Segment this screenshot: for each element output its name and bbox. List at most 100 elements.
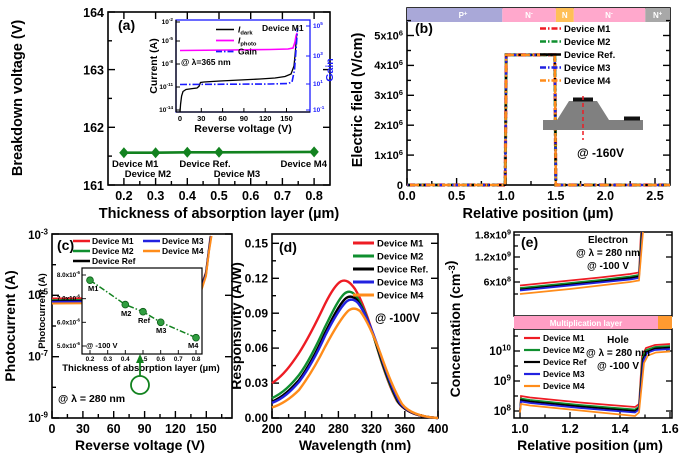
panel-d-ytick-2: 0.06 bbox=[245, 341, 269, 355]
panel-a-ytick-2: 163 bbox=[83, 64, 104, 78]
svg-text:10-8: 10-8 bbox=[162, 59, 174, 68]
panel-b-layer-n-minus-2 bbox=[573, 8, 646, 22]
panel-d-legend-label-ref: Device Ref. bbox=[377, 265, 428, 276]
panel-c-legend-label-m2: Device M2 bbox=[92, 246, 134, 256]
panel-b-device-body bbox=[543, 101, 643, 130]
panel-a-ylabel: Breakdown voltage (V) bbox=[10, 20, 26, 176]
panel-c-zoom-arrow-head bbox=[136, 354, 144, 363]
panel-a-inset-gain bbox=[179, 27, 299, 86]
panel-a-inset-xlabel: Reverse voltage (V) bbox=[194, 123, 291, 135]
panel-c-inset-xtick-0: 0.2 bbox=[86, 356, 95, 363]
panel-a-inset: 10-14 10-11 10-8 10-5 10-2 10-1 101 103 … bbox=[148, 17, 336, 135]
panel-c-ytick-0: 10-9 bbox=[28, 411, 48, 426]
panel-d-curve-m3 bbox=[271, 298, 439, 420]
svg-text:N+: N+ bbox=[653, 11, 663, 20]
panel-c-xtick-5: 150 bbox=[196, 422, 217, 436]
panel-e-legend-label-ref: Device Ref bbox=[543, 357, 587, 367]
panel-b-layer-n-plus bbox=[645, 8, 670, 22]
panel-c-inset-xtick-3: 0.5 bbox=[139, 356, 148, 363]
panel-b-layer-labels: P+ N- N N- N+ bbox=[459, 11, 663, 20]
panel-e-top-ytick-0: 6x108 bbox=[484, 275, 511, 289]
svg-text:N-: N- bbox=[605, 11, 613, 20]
panel-e-top-yticks bbox=[514, 234, 672, 295]
panel-c-inset-point-label-m4: M4 bbox=[188, 341, 199, 350]
panel-e-hole-m1 bbox=[519, 343, 671, 412]
panel-d-svg: 0.00 0.03 0.06 0.09 0.12 0.15 200 240 28… bbox=[228, 233, 448, 453]
panel-d-xlabel: Wavelength (nm) bbox=[299, 437, 411, 453]
panel-c-inset-xtick-2: 0.4 bbox=[121, 356, 130, 363]
panel-b-layer-n-minus-1 bbox=[502, 8, 556, 22]
panel-c-inset-point-labels: M1 M2 Ref M3 M4 bbox=[88, 284, 199, 350]
panel-e-legend-label-m3: Device M3 bbox=[543, 369, 585, 379]
panel-a-label: (a) bbox=[118, 17, 135, 33]
panel-c-inset-xlabel: Thickness of absorption layer (µm) bbox=[62, 363, 220, 374]
panel-c-inset-xtick-5: 0.7 bbox=[174, 356, 183, 363]
panel-a-inset-xtick-4: 120 bbox=[259, 114, 272, 123]
panel-e-mult-band-left bbox=[514, 316, 658, 329]
panel-d-ytick-labels: 0.00 0.03 0.06 0.09 0.12 0.15 bbox=[245, 237, 269, 426]
panel-c-inset-xtick-4: 0.6 bbox=[156, 356, 165, 363]
panel-b-legend-label-m3: Device M3 bbox=[564, 63, 610, 74]
panel-d-label: (d) bbox=[279, 239, 297, 255]
svg-text:P+: P+ bbox=[459, 11, 468, 20]
panel-d-legend-label-m3: Device M3 bbox=[377, 278, 423, 289]
panel-b-ytick-5: 5x106 bbox=[374, 29, 403, 43]
panel-b-ytick-3: 3x106 bbox=[374, 88, 403, 102]
panel-c-ytick-3: 10-3 bbox=[28, 228, 48, 243]
panel-b-ytick-labels: 0 1x106 2x106 3x106 4x106 5x106 bbox=[374, 29, 403, 193]
panel-a-inset-ytick-labels-left: 10-14 10-11 10-8 10-5 10-2 bbox=[159, 17, 173, 114]
panel-c-legend-label-m3: Device M3 bbox=[162, 236, 204, 246]
panel-e-xtick-1: 1.2 bbox=[561, 422, 578, 436]
panel-a-inset-ytick-labels-right: 10-1 101 103 105 bbox=[313, 21, 325, 114]
panel-a-xticks bbox=[123, 12, 315, 185]
panel-c-ytick-1: 10-7 bbox=[28, 349, 48, 364]
panel-e-hole-m4 bbox=[519, 350, 671, 417]
panel-a-xtick-2: 0.4 bbox=[179, 189, 196, 203]
panel-c-xtick-labels: 0 30 60 90 120 150 bbox=[49, 422, 217, 436]
panel-b-bias-note: @ -160V bbox=[577, 146, 624, 160]
svg-text:5.0x10-6: 5.0x10-6 bbox=[57, 341, 81, 350]
panel-e-xtick-3: 1.6 bbox=[661, 422, 678, 436]
panel-c-inset-ytick-labels: 5.0x10-6 6.0x10-6 7.0x10-6 8.0x10-6 bbox=[57, 270, 81, 350]
svg-text:10-1: 10-1 bbox=[313, 105, 325, 114]
panel-e-legend-label-m4: Device M4 bbox=[543, 381, 585, 391]
panel-e-mult-band-right bbox=[658, 316, 672, 329]
panel-c-label: (c) bbox=[57, 237, 74, 253]
panel-a-inset-xtick-labels: 0 30 60 90 120 150 bbox=[178, 114, 293, 123]
panel-a-point-label-3: Device M3 bbox=[214, 169, 260, 180]
panel-d-ylabel: Responsivity (A/W) bbox=[228, 262, 244, 390]
panel-b-ytick-1: 1x106 bbox=[374, 148, 403, 162]
panel-b-legend-label-m4: Device M4 bbox=[564, 76, 611, 87]
panel-c-ylabel: Photocurrent (A) bbox=[2, 270, 18, 381]
panel-e-band-label: Multiplication layer bbox=[550, 319, 622, 328]
panel-e-xlabel: Relative position (µm) bbox=[517, 437, 663, 453]
panel-e-electron-title: Electron bbox=[588, 235, 628, 246]
panel-c-xtick-4: 120 bbox=[165, 422, 186, 436]
panel-b-curves bbox=[407, 53, 670, 187]
svg-text:10-2: 10-2 bbox=[162, 17, 174, 26]
panel-a-yticks bbox=[108, 11, 330, 186]
panel-e-mult-band: Multiplication layer bbox=[514, 316, 672, 329]
panel-c-inset-bias-note: @ -100 V bbox=[86, 341, 118, 350]
panel-a-point-labels: Device M1 Device M2 Device Ref. Device M… bbox=[112, 159, 328, 180]
panel-c-legend: Device M1 Device M3 Device M2 Device M4 … bbox=[73, 236, 204, 266]
panel-b-device-side-contact bbox=[624, 116, 640, 121]
panel-b-legend-label-ref: Device Ref. bbox=[564, 50, 615, 61]
panel-c-wavelength-note: @ λ = 280 nm bbox=[58, 393, 125, 405]
panel-a-inset-xticks bbox=[179, 108, 287, 112]
panel-a-xtick-labels: 0.2 0.3 0.4 0.5 0.6 0.7 0.8 bbox=[115, 189, 323, 203]
panel-d-legend-label-m4: Device M4 bbox=[377, 291, 424, 302]
panel-c-legend-label-ref: Device Ref bbox=[92, 256, 136, 266]
panel-a-xtick-3: 0.5 bbox=[210, 189, 227, 203]
panel-a-ytick-0: 161 bbox=[83, 179, 104, 193]
panel-c-inset-point-label-m3: M3 bbox=[156, 326, 166, 335]
panel-e-hole-m2 bbox=[519, 345, 671, 412]
panel-b-yticks bbox=[407, 19, 670, 186]
panel-d-ytick-0: 0.00 bbox=[245, 411, 269, 425]
panel-a: 161 162 163 164 0.2 0.3 0.4 0.5 0.6 0.7 … bbox=[0, 0, 345, 228]
panel-a-xtick-4: 0.6 bbox=[242, 189, 259, 203]
panel-c-xlabel: Reverse voltage (V) bbox=[75, 437, 205, 453]
panel-c-legend-label-m1: Device M1 bbox=[92, 236, 134, 246]
panel-b-xtick-4: 2.0 bbox=[597, 189, 614, 203]
